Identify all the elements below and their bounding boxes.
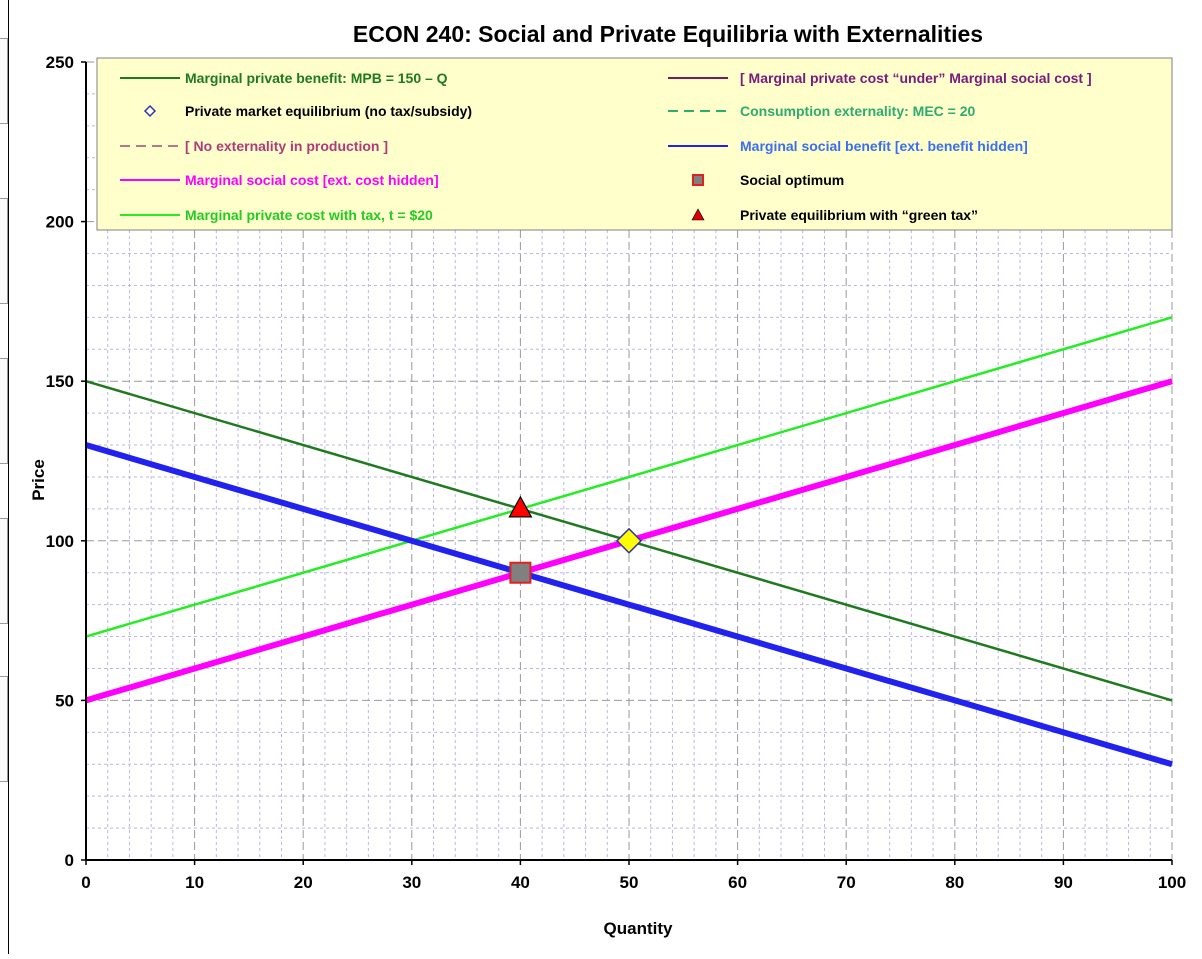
y-axis-label: Price (29, 459, 48, 501)
legend-label: Consumption externality: MEC = 20 (740, 103, 976, 119)
edge-panel (0, 358, 8, 464)
tick-labels: 0 10 20 30 40 50 60 70 80 90 100 0 50 100 150 200 250 (46, 53, 1187, 892)
series-line (85, 316, 1173, 638)
legend-label: Marginal private benefit: MPB = 150 – Q (185, 70, 448, 86)
x-tick-label: 20 (294, 873, 313, 892)
y-tick-label: 150 (46, 372, 74, 391)
equilibrium-point (508, 495, 533, 518)
left-window-edge (0, 0, 10, 954)
chart-title: ECON 240: Social and Private Equilibria … (353, 21, 983, 47)
axes (81, 61, 1173, 865)
window-border-line (8, 0, 9, 954)
legend-label: Marginal private cost with tax, t = $20 (185, 207, 433, 223)
x-tick-label: 80 (945, 873, 964, 892)
x-tick-label: 40 (511, 873, 530, 892)
legend: Marginal private benefit: MPB = 150 – Q [… (96, 57, 1173, 231)
edge-panel (0, 676, 8, 782)
y-tick-label: 50 (55, 691, 74, 710)
x-tick-label: 90 (1054, 873, 1073, 892)
y-tick-label: 250 (46, 53, 74, 72)
legend-label: Marginal social cost [ext. cost hidden] (185, 172, 439, 188)
legend-label: Private market equilibrium (no tax/subsi… (185, 103, 472, 119)
x-tick-label: 0 (81, 873, 90, 892)
y-tick-label: 200 (46, 213, 74, 232)
edge-panel (0, 198, 8, 304)
x-axis-label: Quantity (604, 919, 673, 938)
legend-label: Social optimum (740, 172, 844, 188)
x-tick-label: 10 (185, 873, 204, 892)
y-tick-label: 100 (46, 532, 74, 551)
legend-label: Private equilibrium with “green tax” (740, 207, 978, 223)
x-tick-label: 60 (728, 873, 747, 892)
equilibrium-point (509, 561, 532, 584)
x-tick-label: 70 (837, 873, 856, 892)
series-line (85, 442, 1173, 768)
legend-swatch (143, 104, 157, 118)
legend-box (96, 57, 1173, 231)
legend-label: [ Marginal private cost “under” Marginal… (740, 70, 1092, 86)
x-tick-label: 30 (402, 873, 421, 892)
legend-swatch (692, 174, 704, 186)
x-tick-label: 50 (620, 873, 639, 892)
x-tick-label: 100 (1158, 873, 1186, 892)
equilibrium-markers (508, 495, 643, 584)
y-tick-label: 0 (65, 851, 74, 870)
legend-swatch (691, 208, 705, 221)
legend-label: [ No externality in production ] (185, 138, 388, 154)
edge-panel (0, 38, 8, 124)
equilibrium-point (615, 527, 643, 554)
legend-label: Marginal social benefit [ext. benefit hi… (740, 138, 1028, 154)
edge-panel (0, 518, 8, 624)
